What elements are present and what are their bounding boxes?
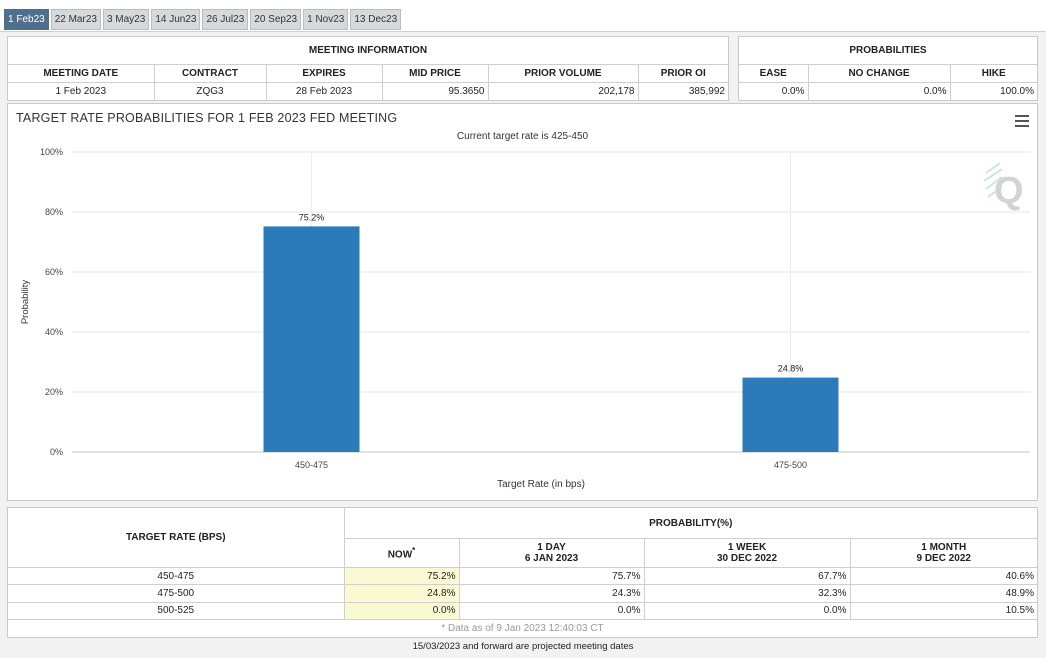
tab-14-jun23[interactable]: 14 Jun23 [151, 9, 201, 30]
y-tick-label: 40% [45, 327, 63, 337]
week-cell: 32.3% [643, 584, 851, 603]
x-tick-label: 475-500 [774, 460, 807, 470]
day-cell: 0.0% [458, 601, 645, 621]
expires-value: 28 Feb 2023 [265, 81, 383, 100]
x-axis-title: Target Rate (in bps) [497, 479, 585, 490]
tab-1-feb23[interactable]: 1 Feb23 [4, 9, 49, 30]
tab-26-jul23[interactable]: 26 Jul23 [202, 9, 249, 30]
day-cell: 24.3% [458, 584, 645, 603]
now-cell: 24.8% [343, 584, 460, 603]
rate-cell: 450-475 [8, 566, 345, 586]
prior-volume-value: 202,178 [487, 81, 639, 100]
chart-svg: 0% 20% 40% 60% 80% 100% 75.2% 450-475 24.8% 475-5… [20, 147, 1030, 490]
tab-20-sep23[interactable]: 20 Sep23 [250, 9, 302, 30]
week-cell: 0.0% [643, 601, 851, 621]
col-mid-price: MID PRICE [381, 63, 489, 83]
month-cell: 48.9% [849, 584, 1037, 603]
probabilities-box: PROBABILITIES EASE NO CHANGE HIKE 0.0% 0… [738, 36, 1038, 101]
y-tick-label: 60% [45, 267, 63, 277]
chart-bars [263, 226, 839, 452]
col-hike: HIKE [949, 63, 1037, 83]
y-tick-label: 80% [45, 207, 63, 217]
watermark-logo: Q [983, 162, 1024, 212]
projected-dates-note: 15/03/2023 and forward are projected mee… [412, 641, 634, 652]
chart-title: TARGET RATE PROBABILITIES FOR 1 FEB 2023… [16, 111, 398, 125]
meeting-info-box: MEETING INFORMATION MEETING DATE CONTRAC… [7, 36, 729, 101]
y-axis-title: Probability [20, 280, 31, 325]
watermark-text: Q [994, 170, 1024, 212]
col-now: NOW* [343, 538, 460, 568]
bar-450-475 [263, 226, 360, 452]
data-footnote: * Data as of 9 Jan 2023 12:40:03 CT [8, 619, 1037, 637]
prior-oi-value: 385,992 [637, 81, 728, 100]
table-row: 500-525 0.0% 0.0% 0.0% 10.5% [8, 601, 1037, 621]
col-1-week: 1 WEEK 30 DEC 2022 [643, 538, 851, 568]
col-meeting-date: MEETING DATE [8, 63, 155, 83]
mid-price-value: 95.3650 [381, 81, 489, 100]
day-cell: 75.7% [458, 566, 645, 586]
col-target-rate: TARGET RATE (BPS) [8, 508, 345, 568]
hike-value: 100.0% [949, 81, 1037, 100]
week-cell: 67.7% [643, 566, 851, 586]
month-cell: 40.6% [849, 566, 1037, 586]
chart-grid [72, 151, 1030, 453]
rate-cell: 500-525 [8, 601, 345, 621]
bar-data-label: 24.8% [778, 364, 804, 374]
col-1-month: 1 MONTH 9 DEC 2022 [849, 538, 1037, 568]
tab-3-may23[interactable]: 3 May23 [102, 9, 150, 30]
col-contract: CONTRACT [153, 63, 267, 83]
chart-box: TARGET RATE PROBABILITIES FOR 1 FEB 2023… [7, 103, 1038, 501]
now-cell: 0.0% [343, 601, 460, 621]
meeting-tabs: 1 Feb23 22 Mar23 3 May23 14 Jun23 26 Jul… [4, 9, 403, 30]
y-tick-label: 0% [50, 447, 63, 457]
tab-13-dec23[interactable]: 13 Dec23 [350, 9, 402, 30]
col-1-day: 1 DAY 6 JAN 2023 [458, 538, 645, 568]
prob-group-header: PROBABILITY(%) [343, 508, 1037, 540]
prob-table: TARGET RATE (BPS) PROBABILITY(%) NOW* 1 … [8, 508, 1037, 637]
prob-table-box: TARGET RATE (BPS) PROBABILITY(%) NOW* 1 … [7, 507, 1038, 638]
x-tick-label: 450-475 [295, 460, 328, 470]
tab-1-nov23[interactable]: 1 Nov23 [303, 9, 349, 30]
chart-menu-icon[interactable] [1015, 115, 1029, 127]
meeting-info-title: MEETING INFORMATION [8, 37, 728, 65]
chart-subtitle: Current target rate is 425-450 [456, 131, 589, 142]
col-ease: EASE [739, 63, 809, 83]
probabilities-title: PROBABILITIES [739, 37, 1037, 65]
col-prior-volume: PRIOR VOLUME [487, 63, 639, 83]
chart-labels: 0% 20% 40% 60% 80% 100% 75.2% 450-475 24.8% 475-5… [20, 147, 807, 490]
tab-22-mar23[interactable]: 22 Mar23 [50, 9, 101, 30]
month-cell: 10.5% [849, 601, 1037, 621]
ease-value: 0.0% [739, 81, 809, 100]
y-tick-label: 20% [45, 387, 63, 397]
col-no-change: NO CHANGE [807, 63, 951, 83]
table-row: 450-475 75.2% 75.7% 67.7% 40.6% [8, 566, 1037, 586]
bar-data-label: 75.2% [299, 212, 325, 222]
col-prior-oi: PRIOR OI [637, 63, 728, 83]
meeting-info-table: MEETING INFORMATION MEETING DATE CONTRAC… [8, 37, 728, 100]
now-cell: 75.2% [343, 566, 460, 586]
no-change-value: 0.0% [807, 81, 951, 100]
y-tick-label: 100% [40, 147, 63, 157]
meeting-date-value: 1 Feb 2023 [8, 81, 155, 100]
bar-475-500 [742, 377, 839, 452]
probabilities-table: PROBABILITIES EASE NO CHANGE HIKE 0.0% 0… [739, 37, 1037, 100]
col-expires: EXPIRES [265, 63, 383, 83]
rate-cell: 475-500 [8, 584, 345, 603]
contract-value: ZQG3 [153, 81, 267, 100]
table-row: 475-500 24.8% 24.3% 32.3% 48.9% [8, 584, 1037, 603]
